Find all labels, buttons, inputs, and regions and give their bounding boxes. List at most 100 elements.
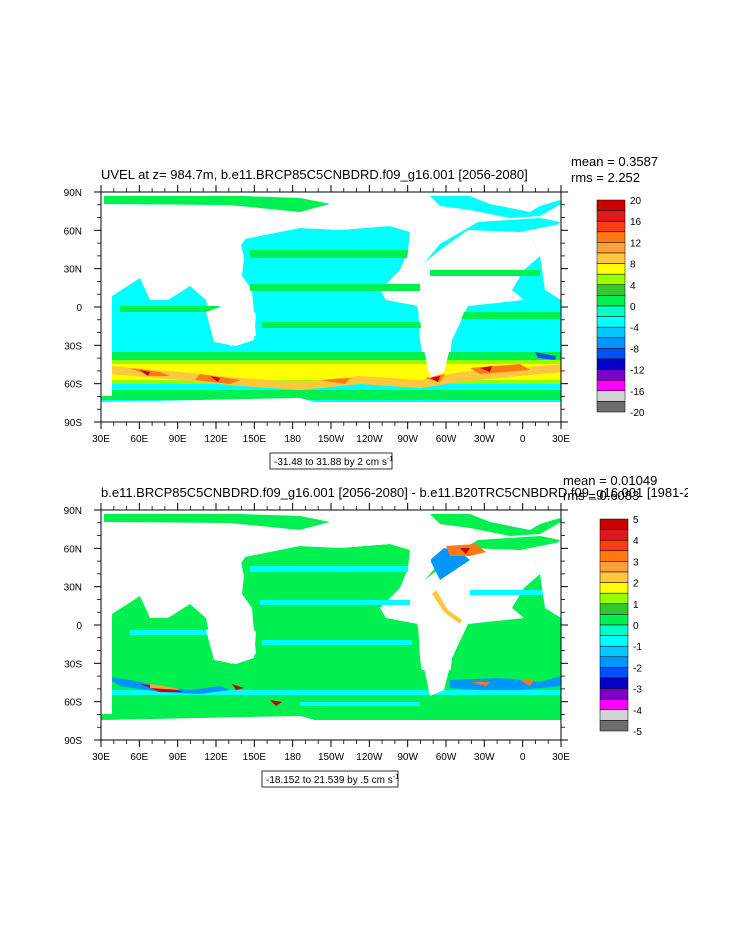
- colorbar-label: -16: [630, 387, 645, 398]
- x-tick-label: 30E: [552, 434, 570, 445]
- colorbar-swatch: [599, 550, 629, 562]
- x-tick-label: 120W: [356, 752, 383, 763]
- colorbar-swatch: [599, 667, 629, 679]
- colorbar-swatch: [599, 529, 629, 541]
- svg-text:-18.152 to 21.539 by .5 cm s-1: -18.152 to 21.539 by .5 cm s-1: [266, 774, 399, 786]
- x-tick-label: 150E: [243, 434, 267, 445]
- colorbar-label: 1: [633, 600, 639, 611]
- panel-1-range-exp: -1: [387, 456, 393, 463]
- colorbar-label: 16: [630, 217, 642, 228]
- colorbar-label: -12: [630, 366, 645, 377]
- svg-text:-31.48 to 31.88 by 2 cm s-1: -31.48 to 31.88 by 2 cm s-1: [274, 456, 393, 468]
- y-tick-label: 30S: [64, 341, 82, 352]
- colorbar-label: 0: [630, 302, 636, 313]
- y-tick-label: 60S: [64, 698, 82, 709]
- y-tick-label: 90N: [64, 506, 82, 517]
- x-tick-label: 60E: [130, 752, 148, 763]
- colorbar-swatch: [599, 709, 629, 721]
- x-tick-label: 30W: [474, 752, 495, 763]
- panel-2: mean = 0.01049 rms = 0.6083 b.e11.BRCP85…: [64, 473, 688, 788]
- x-tick-label: 90W: [397, 752, 418, 763]
- x-tick-label: 30W: [474, 434, 495, 445]
- y-tick-label: 60N: [64, 226, 82, 237]
- colorbar-swatch: [599, 635, 629, 647]
- panel-1-map: [101, 192, 561, 422]
- x-tick-label: 30E: [92, 752, 110, 763]
- panel-2-y-axis: 90N 60N 30N 0 30S 60S 90S: [64, 506, 83, 747]
- panel-2-range-exp: -1: [393, 774, 399, 781]
- colorbar-label: -5: [633, 727, 642, 738]
- panel-1-title: UVEL at z= 984.7m, b.e11.BRCP85C5CNBDRD.…: [101, 167, 528, 182]
- colorbar-label: -2: [633, 663, 642, 674]
- colorbar-swatch: [599, 592, 629, 605]
- colorbar-swatch: [596, 358, 626, 370]
- colorbar-swatch: [596, 316, 626, 328]
- panel-2-map: [101, 510, 561, 740]
- colorbar-swatch: [596, 252, 626, 264]
- x-tick-label: 0: [520, 752, 526, 763]
- panel-2-anomalies: [101, 544, 561, 706]
- y-tick-label: 30N: [64, 583, 82, 594]
- x-tick-label: 60E: [130, 434, 148, 445]
- panel-2-colorbar: 5 4 3 2 1 0 -1 -2 -3 -4 -5: [599, 515, 642, 738]
- x-tick-label: 120W: [356, 434, 383, 445]
- x-tick-label: 120E: [204, 434, 228, 445]
- colorbar-swatch: [599, 561, 629, 573]
- colorbar-label: -4: [630, 323, 639, 334]
- colorbar-swatch: [599, 518, 629, 530]
- x-tick-label: 180: [284, 434, 301, 445]
- colorbar-label: 8: [630, 260, 636, 271]
- colorbar-swatch: [596, 210, 626, 222]
- x-tick-label: 0: [520, 434, 526, 445]
- colorbar-label: -4: [633, 706, 642, 717]
- colorbar-swatch: [596, 273, 626, 286]
- panel-1-range-box: -31.48 to 31.88 by 2 cm s-1: [269, 452, 393, 470]
- x-tick-label: 30E: [92, 434, 110, 445]
- colorbar-swatch: [596, 305, 626, 317]
- x-tick-label: 30E: [552, 752, 570, 763]
- x-tick-label: 150E: [243, 752, 267, 763]
- panel-1-land: [101, 198, 561, 422]
- panel-2-land: [101, 516, 561, 740]
- x-tick-label: 60W: [436, 752, 457, 763]
- panel-2-ticks: [94, 503, 568, 747]
- colorbar-label: -20: [630, 408, 645, 419]
- colorbar-label: 2: [633, 579, 639, 590]
- x-tick-label: 90E: [169, 752, 187, 763]
- x-tick-label: 90W: [397, 434, 418, 445]
- colorbar-swatch: [596, 326, 626, 339]
- panel-1-x-axis: 30E 60E 90E 120E 150E 180 150W 120W 90W 60W 30W 0 30…: [92, 434, 570, 445]
- panel-1-ticks: [94, 185, 568, 429]
- colorbar-swatch: [596, 337, 626, 349]
- colorbar-label: 3: [633, 557, 639, 568]
- panel-2-rms: rms = 0.6083: [563, 488, 639, 503]
- y-tick-label: 30N: [64, 265, 82, 276]
- colorbar-swatch: [599, 603, 629, 615]
- colorbar-swatch: [596, 199, 626, 211]
- colorbar-swatch: [599, 677, 629, 689]
- y-tick-label: 90N: [64, 188, 82, 199]
- colorbar-label: 12: [630, 238, 642, 249]
- colorbar-swatch: [599, 645, 629, 658]
- colorbar-swatch: [599, 571, 629, 583]
- colorbar-swatch: [599, 614, 629, 626]
- x-tick-label: 90E: [169, 434, 187, 445]
- colorbar-swatch: [599, 698, 629, 711]
- colorbar-swatch: [599, 539, 629, 552]
- panel-1-acc-band: [101, 352, 561, 390]
- y-tick-label: 30S: [64, 659, 82, 670]
- panel-1-rms: rms = 2.252: [571, 170, 640, 185]
- colorbar-swatch: [599, 720, 629, 732]
- panel-1-colorbar: 20 16 12 8 4 0 -4 -8 -12 -16 -20: [596, 196, 645, 419]
- panel-2-range-box: -18.152 to 21.539 by .5 cm s-1: [261, 770, 399, 788]
- colorbar-swatch: [596, 390, 626, 402]
- panel-1-green-bands: [101, 196, 561, 400]
- y-tick-label: 0: [76, 303, 82, 314]
- colorbar-swatch: [596, 379, 626, 392]
- y-tick-label: 0: [76, 621, 82, 632]
- y-tick-label: 60N: [64, 544, 82, 555]
- panel-1-mean: mean = 0.3587: [571, 154, 658, 169]
- y-tick-label: 90S: [64, 736, 82, 747]
- colorbar-label: 5: [633, 515, 639, 526]
